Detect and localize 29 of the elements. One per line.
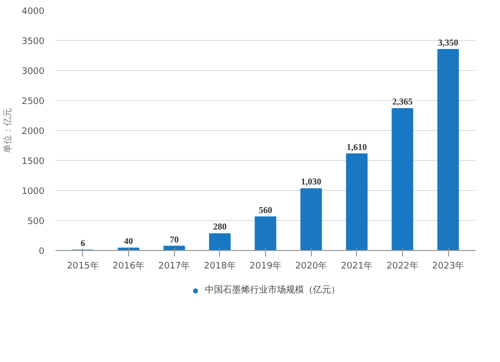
y-tick-label: 2000 [22,127,45,137]
y-tick-label: 2500 [22,97,45,107]
x-tick-label: 2023年 [432,260,464,272]
legend-label: 中国石墨烯行业市场规模（亿元） [205,284,340,296]
x-tick-label: 2022年 [386,260,418,272]
x-tick-label: 2016年 [112,260,144,272]
x-tick-label: 2017年 [158,260,190,272]
data-label: 1,610 [346,142,368,152]
y-axis-title: 单位：亿元 [2,108,14,153]
y-tick-label: 1500 [22,157,45,167]
y-tick-label: 4000 [22,7,45,17]
y-tick-label: 0 [38,247,45,257]
x-tick-label: 2019年 [250,260,282,272]
x-tick-label: 2015年 [66,260,99,272]
data-label: 2,365 [392,96,414,107]
data-label: 40 [124,236,134,246]
y-tick-label: 1000 [22,187,45,197]
x-tick-label: 2021年 [340,260,373,272]
data-label: 70 [170,234,180,244]
data-label: 6 [80,238,86,248]
x-tick-label: 2020年 [295,260,328,272]
y-tick-label: 3000 [22,67,45,77]
data-label: 1,030 [301,176,322,187]
y-tick-label: 500 [27,217,45,227]
data-label: 280 [213,222,228,232]
data-label: 3,350 [438,38,459,48]
x-tick-label: 2018年 [204,260,236,272]
y-tick-label: 3500 [22,37,45,47]
data-label: 560 [258,204,273,215]
